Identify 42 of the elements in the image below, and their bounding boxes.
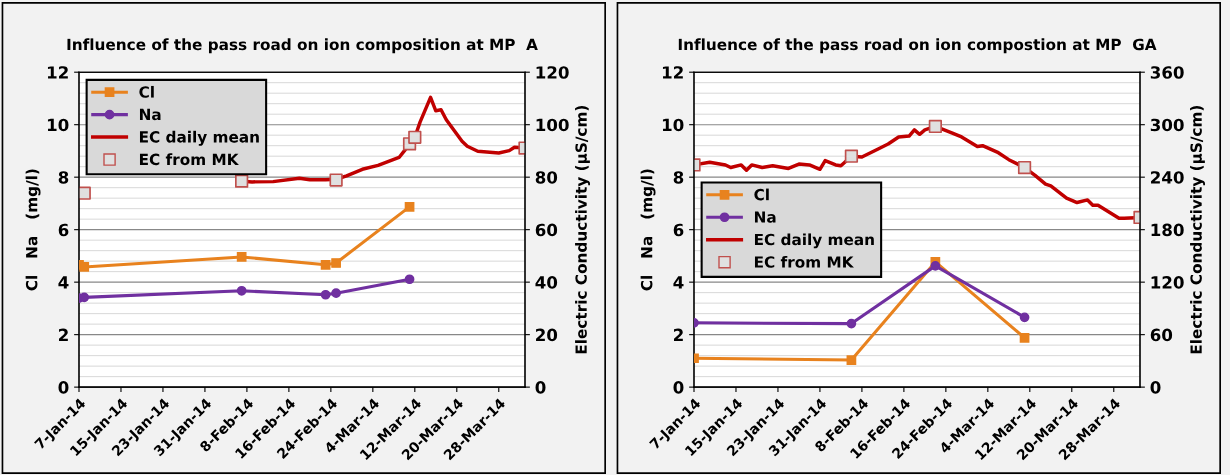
y-tick-label: 2 bbox=[674, 328, 683, 341]
y-tick-label: 0 bbox=[673, 381, 684, 394]
y2-tick-label: 120 bbox=[536, 66, 569, 79]
y2-tick-label: 60 bbox=[535, 223, 558, 237]
chart-title: Influence of the pass road on ion compostion at MP GA bbox=[678, 38, 1157, 54]
y2-tick-label: 240 bbox=[1151, 171, 1184, 184]
legend-label: Na bbox=[754, 211, 776, 223]
y-tick-label: 0 bbox=[58, 381, 69, 394]
legend-label: EC daily mean bbox=[754, 233, 874, 249]
chart-title: Influence of the pass road on ion composition at MP A bbox=[67, 38, 538, 54]
y2-tick-label: 300 bbox=[1150, 118, 1184, 132]
y2-tick-label: 180 bbox=[1151, 223, 1184, 237]
y2-axis-title: Electric Conductivity (µS/cm) bbox=[575, 105, 590, 354]
y-tick-label: 2 bbox=[59, 328, 68, 341]
y-tick-label: 4 bbox=[673, 276, 684, 289]
legend-label: Cl bbox=[139, 85, 154, 98]
y-tick-label: 10 bbox=[662, 118, 684, 132]
y2-tick-label: 20 bbox=[536, 328, 558, 342]
y2-tick-label: 360 bbox=[1150, 66, 1184, 79]
legend-label: Cl bbox=[754, 188, 769, 201]
y2-tick-label: 80 bbox=[535, 171, 558, 184]
y-tick-label: 6 bbox=[673, 223, 684, 237]
y-tick-label: 10 bbox=[47, 118, 69, 132]
y-axis-title: Cl Na (mg/l) bbox=[25, 169, 41, 291]
y-tick-label: 4 bbox=[58, 276, 69, 289]
y2-tick-label: 0 bbox=[535, 381, 546, 394]
y-axis-title: Cl Na (mg/l) bbox=[640, 169, 656, 291]
legend-label: EC from MK bbox=[754, 255, 854, 268]
y2-axis-title: Electric Conductivity (µS/cm) bbox=[1190, 105, 1205, 354]
y-tick-label: 6 bbox=[58, 223, 69, 237]
legend-label: EC from MK bbox=[139, 153, 239, 166]
y-tick-label: 12 bbox=[47, 66, 68, 79]
y-tick-label: 12 bbox=[662, 66, 683, 79]
y2-tick-label: 100 bbox=[536, 118, 569, 132]
legend-label: EC daily mean bbox=[139, 130, 259, 146]
legend-label: Na bbox=[139, 108, 161, 121]
y-tick-label: 8 bbox=[673, 171, 684, 184]
y-tick-label: 8 bbox=[58, 171, 69, 184]
y2-tick-label: 60 bbox=[1150, 328, 1173, 342]
y2-tick-label: 40 bbox=[535, 276, 558, 289]
y2-tick-label: 0 bbox=[1150, 381, 1161, 394]
y2-tick-label: 120 bbox=[1151, 276, 1184, 289]
